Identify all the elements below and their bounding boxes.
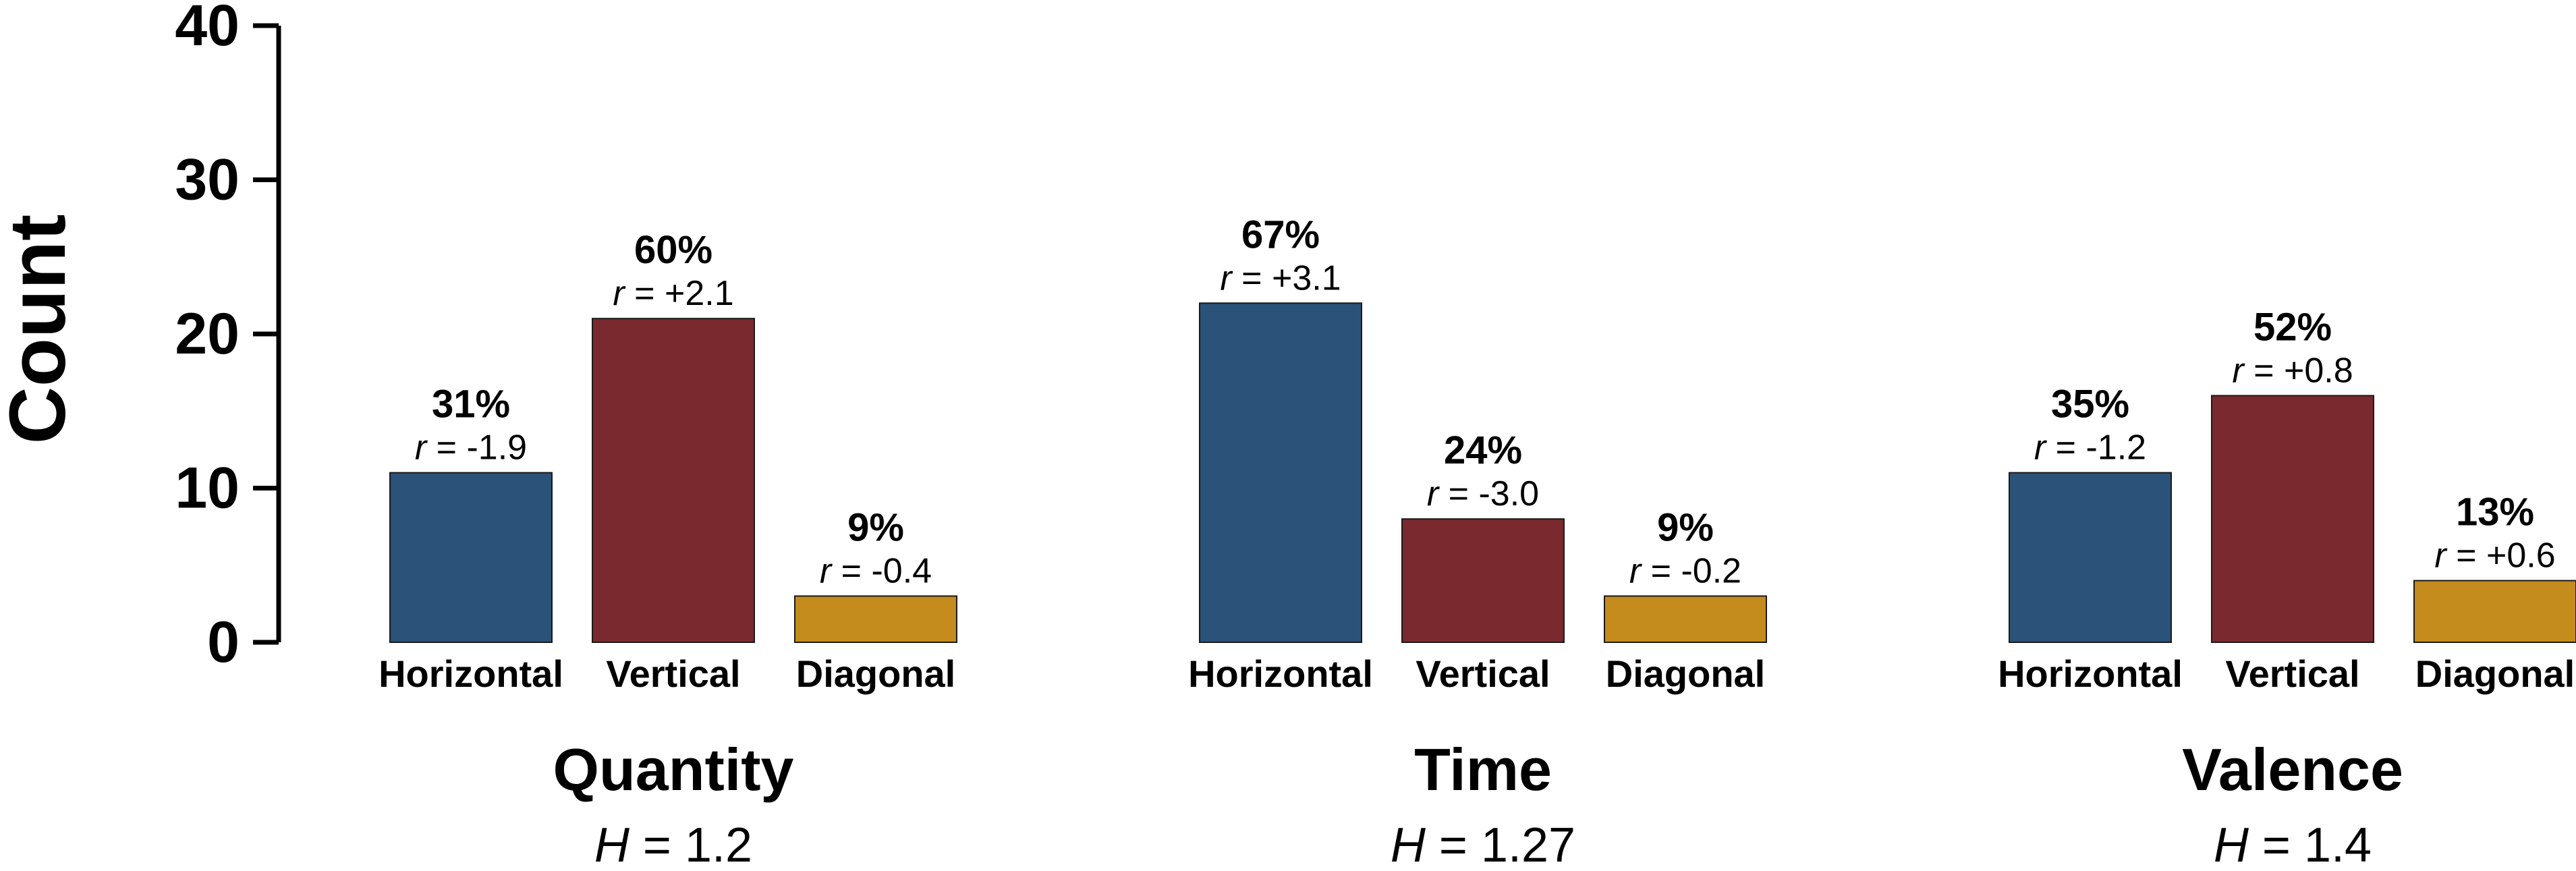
category-label: Horizontal [1998,652,2183,695]
percent-label: 35% [2051,383,2129,426]
category-label: Horizontal [1188,652,1373,695]
entropy-label: H = 1.27 [1391,818,1575,868]
percent-label: 52% [2253,305,2332,349]
y-axis-title: Count [0,215,82,445]
category-label: Horizontal [379,652,563,695]
entropy-label: H = 1.4 [2214,818,2372,868]
r-value-label: r = -0.2 [1629,551,1741,590]
y-tick-label: 20 [175,302,240,366]
bar-quantity-vertical [592,318,755,643]
percent-label: 9% [1657,505,1714,549]
group-title: Time [1414,736,1552,803]
bar-valence-diagonal [2413,580,2576,643]
group-title: Quantity [553,736,794,803]
y-tick-label: 0 [207,610,240,675]
entropy-label: H = 1.2 [594,818,752,868]
bar-quantity-horizontal [389,472,553,644]
group-title: Valence [2182,736,2403,803]
bars [389,302,2576,644]
y-axis: 0 10 20 30 40 Count [0,0,281,675]
group-labels: Quantity H = 1.2 Time H = 1.27 Valence H = 1.… [553,736,2403,871]
category-label: Diagonal [2415,652,2575,695]
percent-label: 24% [1444,428,1522,472]
bar-time-diagonal [1604,595,1767,644]
r-value-label: r = -1.2 [2034,428,2146,468]
bar-labels: r = -1.931% Horizontal r = +2.160% Vertical… [379,213,2575,695]
r-value-label: r = +3.1 [1220,258,1341,298]
bar-time-vertical [1401,518,1565,644]
percent-label: 31% [432,383,510,426]
r-value-label: r = +0.6 [2434,536,2555,575]
bar-time-horizontal [1199,302,1362,643]
category-label: Vertical [1416,652,1550,695]
r-value-label: r = +2.1 [613,274,733,313]
y-tick-label: 30 [175,148,240,213]
bar-valence-horizontal [2009,472,2172,644]
r-value-label: r = -3.0 [1427,474,1539,513]
r-value-label: r = -0.4 [820,551,932,590]
category-label: Vertical [606,652,740,695]
y-tick-label: 40 [175,0,240,58]
category-label: Vertical [2225,652,2359,695]
category-label: Diagonal [1606,652,1765,695]
r-value-label: r = +0.8 [2232,351,2353,390]
category-label: Diagonal [796,652,955,695]
percent-label: 60% [634,228,712,272]
percent-label: 13% [2456,490,2534,534]
r-value-label: r = -1.9 [415,428,527,468]
percent-label: 67% [1241,213,1320,256]
bar-valence-vertical [2211,395,2374,644]
percent-label: 9% [847,505,904,549]
bar-quantity-diagonal [794,595,957,644]
y-tick-label: 10 [175,456,240,521]
